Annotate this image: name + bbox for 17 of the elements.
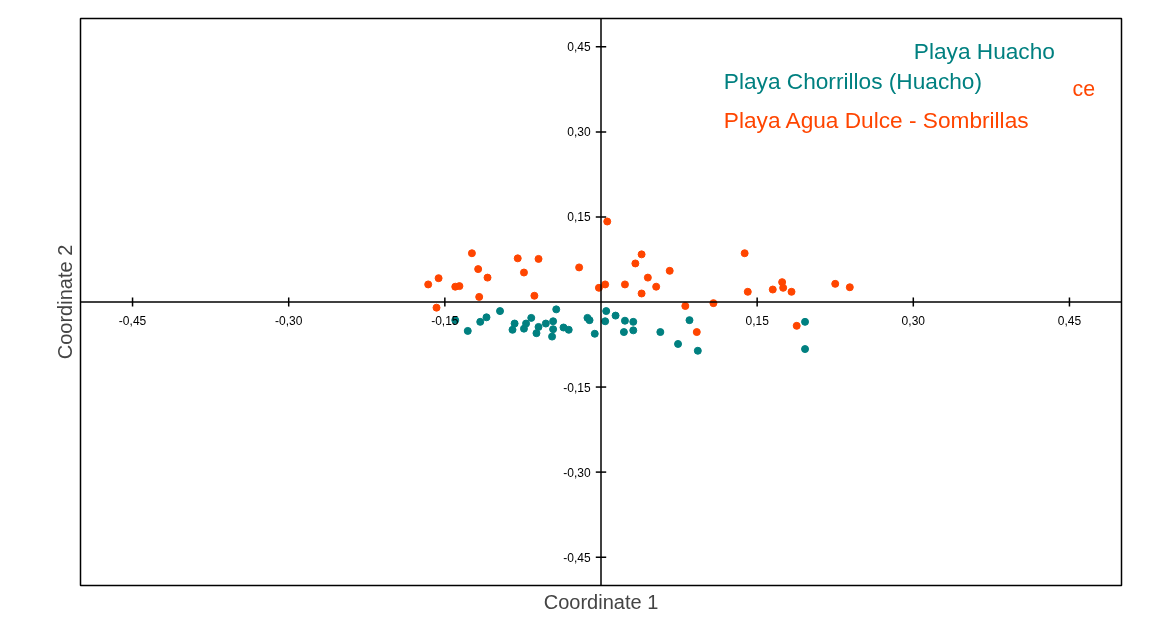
y-axis-title: Coordinate 2 [53,244,76,360]
y-tick-label: -0,30 [563,465,591,480]
x-tick-label: -0,45 [118,313,147,328]
text: Playa Agua Dulce - Sombrillas [723,107,1029,134]
y-tick-label: -0,15 [563,380,591,395]
x-tick-label: -0,30 [275,313,303,328]
annotation: ce [1072,76,1096,101]
x-tick-label: 0,30 [901,313,926,328]
x-axis-title: Coordinate 1 [543,590,659,613]
y-tick-label: 0,30 [567,125,591,140]
y-tick-label: 0,45 [567,40,591,55]
x-tick-label: 0,45 [1057,313,1082,328]
y-tick-label: 0,15 [567,210,591,225]
y-tick-label: -0,45 [563,550,591,565]
annotation: Playa Huacho [913,37,1055,64]
text: Playa Chorrillos (Huacho) [723,68,982,95]
x-tick-label: 0,15 [745,313,770,328]
